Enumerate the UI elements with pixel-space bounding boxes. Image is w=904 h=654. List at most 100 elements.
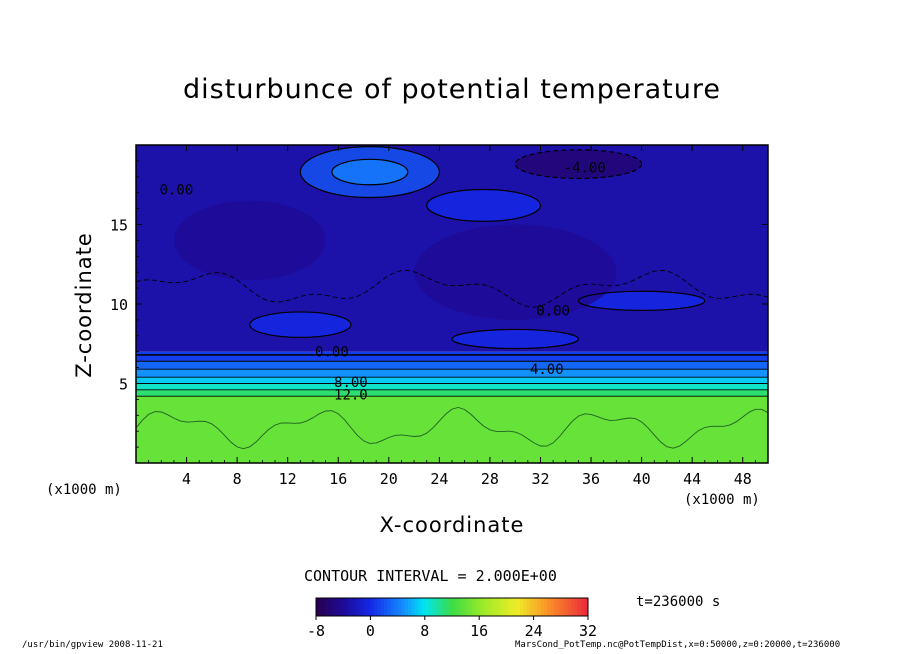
colorbar-cell bbox=[346, 598, 351, 616]
colorbar-cell bbox=[554, 598, 558, 616]
colorbar-cell bbox=[380, 598, 385, 616]
contour-label: 0.00 bbox=[536, 303, 570, 319]
field-feature bbox=[426, 189, 541, 222]
x-axis-ticks: 4 8 12 16 20 24 28 32 36 40 44 48 bbox=[148, 145, 756, 488]
colorbar-cell bbox=[540, 598, 545, 616]
x-axis-label: X-coordinate bbox=[379, 513, 525, 537]
x-tick-label: 36 bbox=[582, 470, 600, 488]
contour-lines bbox=[136, 145, 768, 450]
contour-label: 0.00 bbox=[315, 345, 349, 361]
colorbar-tick-label: 32 bbox=[579, 622, 597, 640]
x-tick-label: 20 bbox=[380, 470, 398, 488]
colorbar-cell bbox=[390, 598, 395, 616]
colorbar-cell bbox=[367, 598, 371, 616]
colorbar-cell bbox=[322, 598, 327, 616]
colorbar-cell bbox=[520, 598, 524, 616]
colorbar-cell bbox=[404, 598, 409, 616]
colorbar-cell bbox=[486, 598, 490, 616]
colorbar-cell bbox=[333, 598, 337, 616]
colorbar-cell bbox=[550, 598, 555, 616]
colorbar-cell bbox=[462, 598, 467, 616]
colorbar-cell bbox=[455, 598, 460, 616]
colorbar-cell bbox=[489, 598, 494, 616]
field-layer-band bbox=[136, 361, 768, 370]
x-tick-label: 12 bbox=[279, 470, 297, 488]
contour-label: 8.00 bbox=[334, 375, 368, 391]
colorbar-cell bbox=[353, 598, 358, 616]
colorbar-cell bbox=[329, 598, 334, 616]
contour-line bbox=[577, 290, 706, 311]
colorbar-cell bbox=[526, 598, 531, 616]
colorbar-cell bbox=[421, 598, 426, 616]
colorbar-cell bbox=[339, 598, 344, 616]
x-tick-label: 28 bbox=[481, 470, 499, 488]
colorbar-cell bbox=[377, 598, 382, 616]
contour-label: 4.00 bbox=[530, 362, 564, 378]
colorbar-cell bbox=[326, 598, 331, 616]
field-feature bbox=[331, 159, 408, 185]
y-axis-unit: (x1000 m) bbox=[46, 482, 122, 498]
colorbar-cell bbox=[370, 598, 375, 616]
x-tick-label: 44 bbox=[683, 470, 701, 488]
colorbar-cell bbox=[343, 598, 348, 616]
colorbar-cell bbox=[424, 598, 429, 616]
contour-label: -4.00 bbox=[564, 160, 606, 176]
colorbar-cell bbox=[584, 598, 589, 616]
x-tick-label: 24 bbox=[430, 470, 448, 488]
colorbar-cell bbox=[564, 598, 569, 616]
colorbar-cell bbox=[516, 598, 521, 616]
colorbar-cell bbox=[441, 598, 446, 616]
colorbar-tick-label: 16 bbox=[470, 622, 488, 640]
colorbar bbox=[315, 597, 589, 617]
colorbar-cell bbox=[503, 598, 507, 616]
colorbar-cell bbox=[492, 598, 497, 616]
y-tick-label: 15 bbox=[110, 217, 128, 235]
x-tick-label: 16 bbox=[329, 470, 347, 488]
colorbar-cell bbox=[373, 598, 378, 616]
colorbar-cell bbox=[448, 598, 453, 616]
colorbar-cell bbox=[418, 598, 422, 616]
colorbar-cell bbox=[472, 598, 477, 616]
x-tick-label: 40 bbox=[633, 470, 651, 488]
colorbar-cell bbox=[336, 598, 341, 616]
colorbar-cell bbox=[319, 598, 324, 616]
contour-interval-label: CONTOUR INTERVAL = 2.000E+00 bbox=[304, 567, 557, 585]
colorbar-cell bbox=[445, 598, 450, 616]
y-tick-label: 5 bbox=[119, 376, 128, 394]
colorbar-cell bbox=[574, 598, 579, 616]
colorbar-cell bbox=[506, 598, 511, 616]
colorbar-cell bbox=[557, 598, 562, 616]
field-layer-band bbox=[136, 377, 768, 384]
colorbar-tick-label: -8 bbox=[307, 622, 325, 640]
colorbar-cell bbox=[438, 598, 443, 616]
colorbar-cell bbox=[363, 598, 368, 616]
contour-line bbox=[136, 407, 768, 450]
colorbar-cell bbox=[537, 598, 541, 616]
colorbar-tick-label: 24 bbox=[525, 622, 543, 640]
contour-line bbox=[331, 158, 409, 186]
colorbar-cell bbox=[523, 598, 528, 616]
field-layer-band bbox=[136, 396, 768, 463]
contour-label: 12.0 bbox=[334, 388, 368, 404]
colorbar-cell bbox=[465, 598, 470, 616]
colorbar-cell bbox=[567, 598, 572, 616]
colorbar-cell bbox=[496, 598, 501, 616]
x-tick-label: 8 bbox=[233, 470, 242, 488]
colorbar-cell bbox=[509, 598, 514, 616]
colorbar-cell bbox=[387, 598, 392, 616]
colorbar-cell bbox=[530, 598, 535, 616]
field-feature bbox=[173, 200, 326, 281]
contour-line bbox=[136, 269, 768, 308]
x-tick-label: 32 bbox=[531, 470, 549, 488]
field-layer-band bbox=[136, 389, 768, 397]
contour-line bbox=[514, 149, 643, 179]
colorbar-cell bbox=[533, 598, 538, 616]
colorbar-cell bbox=[428, 598, 433, 616]
colorbar-cell bbox=[475, 598, 480, 616]
colorbar-cell bbox=[397, 598, 402, 616]
contour-line bbox=[451, 328, 580, 350]
y-tick-label: 10 bbox=[110, 296, 128, 314]
footer-data-source: MarsCond_PotTemp.nc@PotTempDist,x=0:5000… bbox=[515, 640, 841, 650]
colorbar-cell bbox=[458, 598, 463, 616]
